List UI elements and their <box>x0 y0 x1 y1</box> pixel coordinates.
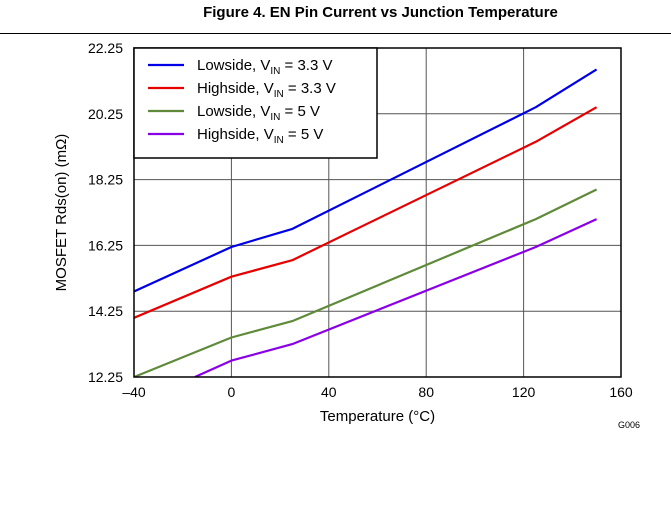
x-tick-label: 40 <box>321 384 337 400</box>
y-tick-label: 22.25 <box>88 40 123 56</box>
title-divider <box>0 33 671 34</box>
y-tick-label: 14.25 <box>88 303 123 319</box>
series-line-2 <box>134 106 598 319</box>
y-tick-label: 20.25 <box>88 106 123 122</box>
y-tick-label: 18.25 <box>88 172 123 188</box>
legend: Lowside, VIN = 3.3 V Highside, VIN = 3.3 … <box>133 47 378 159</box>
series-layer <box>134 68 598 377</box>
x-tick-label: 80 <box>418 384 434 400</box>
series-line-3 <box>134 188 598 377</box>
x-axis-label: Temperature (°C) <box>320 408 435 425</box>
figure-title: Figure 4. EN Pin Current vs Junction Tem… <box>203 4 558 21</box>
x-tick-labels: –40 0 40 80 120 160 <box>122 384 633 400</box>
y-tick-labels: 12.25 14.25 16.25 18.25 20.25 22.25 <box>88 40 123 385</box>
legend-box <box>133 47 378 159</box>
legend-label-4: Highside, VIN = 5 V <box>197 126 323 146</box>
y-axis-label: MOSFET Rds(on) (mΩ) <box>53 134 70 292</box>
y-tick-label: 12.25 <box>88 369 123 385</box>
legend-label-3: Lowside, VIN = 5 V <box>197 103 320 123</box>
legend-label-2: Highside, VIN = 3.3 V <box>197 80 336 100</box>
legend-label-1: Lowside, VIN = 3.3 V <box>197 57 333 77</box>
x-tick-label: 160 <box>609 384 633 400</box>
series-line-4 <box>194 218 598 377</box>
x-tick-label: –40 <box>122 384 146 400</box>
figure-code: G006 <box>618 420 640 430</box>
x-tick-label: 120 <box>512 384 536 400</box>
x-tick-label: 0 <box>228 384 236 400</box>
series-line-1 <box>134 68 598 293</box>
y-tick-label: 16.25 <box>88 237 123 253</box>
